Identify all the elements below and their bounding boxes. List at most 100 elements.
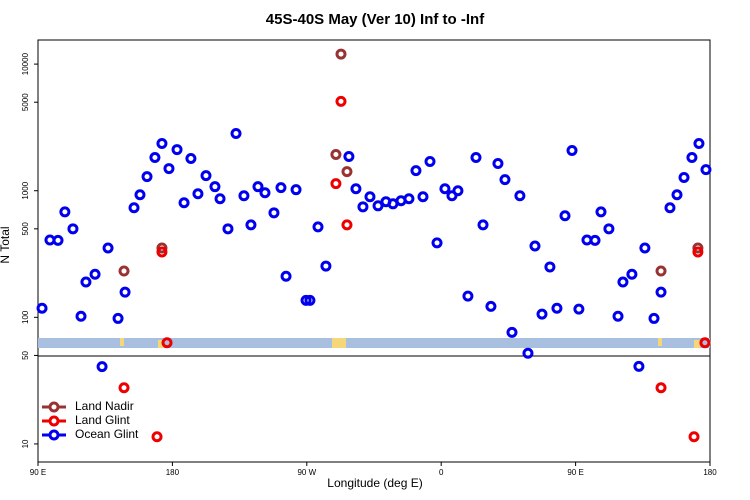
legend-label: Ocean Glint	[75, 427, 139, 441]
point	[118, 382, 130, 394]
point	[655, 382, 667, 394]
point	[171, 144, 183, 156]
point	[439, 183, 451, 195]
point	[499, 174, 511, 186]
point	[67, 223, 79, 235]
point	[335, 48, 347, 60]
x-tick-label: 90 E	[567, 468, 583, 477]
point	[566, 145, 578, 157]
point	[192, 188, 204, 200]
point	[595, 206, 607, 218]
land-spot	[658, 338, 662, 346]
point	[149, 152, 161, 164]
x-tick-label: 180	[166, 468, 180, 477]
point	[259, 187, 271, 199]
point	[603, 223, 615, 235]
point	[96, 361, 108, 373]
point	[686, 152, 698, 164]
land-spot	[158, 340, 164, 348]
map-strip	[38, 338, 710, 348]
point	[335, 95, 347, 107]
point	[163, 163, 175, 175]
chart-title: 45S-40S May (Ver 10) Inf to -Inf	[266, 11, 485, 28]
point	[417, 191, 429, 203]
point	[52, 234, 64, 246]
point	[89, 268, 101, 280]
legend-swatch	[48, 415, 60, 427]
point	[290, 184, 302, 196]
point	[699, 337, 711, 349]
point	[275, 182, 287, 194]
plot-frame	[37, 39, 711, 463]
point	[544, 261, 556, 273]
point	[200, 170, 212, 182]
point	[462, 290, 474, 302]
y-tick-label: 50	[21, 350, 30, 359]
point	[59, 206, 71, 218]
point	[341, 219, 353, 231]
point	[403, 193, 415, 205]
point	[655, 286, 667, 298]
point	[664, 202, 676, 214]
point	[612, 310, 624, 322]
point	[692, 242, 704, 254]
point	[655, 265, 667, 277]
point	[357, 201, 369, 213]
point	[639, 242, 651, 254]
point	[151, 431, 163, 443]
x-axis-label: Longitude (deg E)	[327, 476, 422, 490]
point	[529, 240, 541, 252]
point	[156, 137, 168, 149]
point	[693, 137, 705, 149]
point	[185, 153, 197, 165]
point	[514, 190, 526, 202]
point	[320, 260, 332, 272]
point	[485, 300, 497, 312]
point	[178, 197, 190, 209]
point	[330, 178, 342, 190]
point	[452, 185, 464, 197]
point	[372, 200, 384, 212]
point	[648, 312, 660, 324]
legend-swatch	[48, 429, 60, 441]
y-tick-label: 10	[21, 439, 30, 448]
point	[626, 268, 638, 280]
point	[350, 183, 362, 195]
x-tick-label: 180	[703, 468, 717, 477]
point	[134, 189, 146, 201]
point	[128, 202, 140, 214]
point	[506, 326, 518, 338]
point	[268, 207, 280, 219]
point	[688, 431, 700, 443]
land-spot	[694, 340, 700, 348]
point	[238, 190, 250, 202]
y-tick-label: 5000	[21, 93, 30, 111]
point	[633, 360, 645, 372]
point	[343, 151, 355, 163]
point	[431, 237, 443, 249]
point	[118, 265, 130, 277]
y-tick-label: 1000	[21, 181, 30, 199]
point	[214, 193, 226, 205]
y-tick-label: 10000	[21, 52, 30, 75]
point	[75, 310, 87, 322]
point	[692, 246, 704, 258]
point	[161, 337, 173, 349]
x-tick-label: 90 W	[297, 468, 316, 477]
legend-label: Land Glint	[75, 413, 130, 427]
legend-swatch	[48, 401, 60, 413]
x-tick-label: 0	[439, 468, 444, 477]
point	[280, 270, 292, 282]
point	[678, 172, 690, 184]
point	[156, 242, 168, 254]
y-tick-label: 500	[21, 222, 30, 236]
point	[617, 276, 629, 288]
point	[141, 171, 153, 183]
point	[551, 302, 563, 314]
point	[522, 347, 534, 359]
point	[102, 242, 114, 254]
point	[424, 156, 436, 168]
point	[477, 219, 489, 231]
point	[156, 246, 168, 258]
